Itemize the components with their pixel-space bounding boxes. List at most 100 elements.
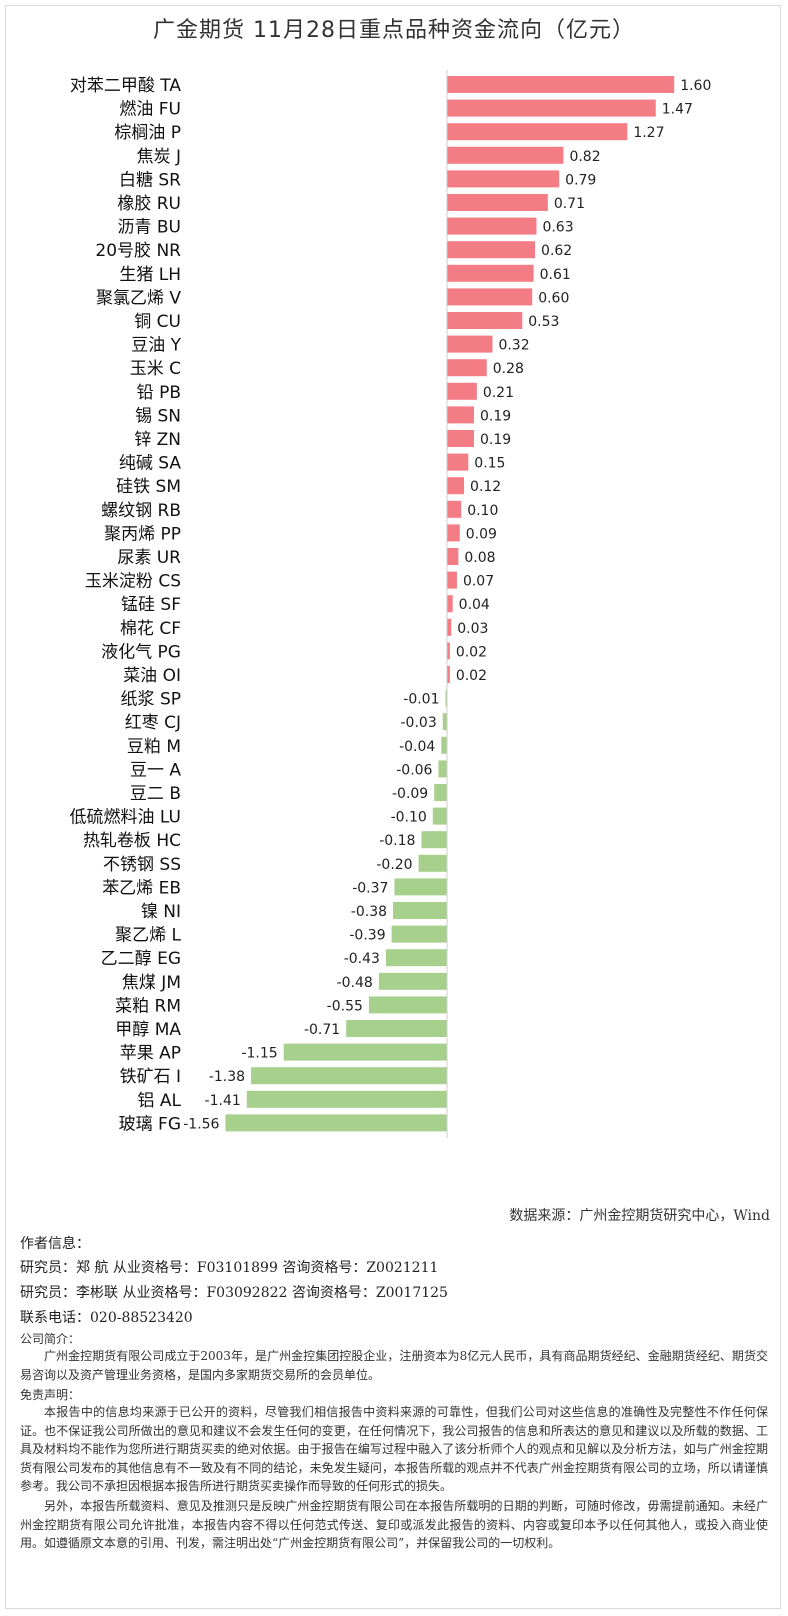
category-label: 乙二醇 EG xyxy=(101,949,181,969)
category-label: 纸浆 SP xyxy=(121,690,181,710)
researcher-1: 研究员：郑 航 从业资格号：F03101899 咨询资格号：Z0021211 xyxy=(20,1260,439,1276)
bar xyxy=(447,524,460,542)
category-label: 玉米淀粉 CS xyxy=(85,572,181,592)
category-label: 纯碱 SA xyxy=(119,454,182,474)
page-frame xyxy=(5,5,781,1609)
category-label: 铅 PB xyxy=(137,383,181,403)
value-label: 1.47 xyxy=(662,102,693,118)
value-label: 0.02 xyxy=(456,644,487,660)
bar xyxy=(447,548,459,565)
disclaimer-heading: 免责声明： xyxy=(20,1388,81,1402)
bar xyxy=(447,595,453,613)
bar xyxy=(346,1020,447,1037)
value-label: -0.10 xyxy=(391,810,427,826)
value-label: 0.71 xyxy=(554,196,585,212)
category-label: 镍 NI xyxy=(141,902,181,922)
bar xyxy=(447,217,537,235)
category-label: 聚氯乙烯 V xyxy=(96,288,181,308)
bar xyxy=(447,335,493,353)
value-label: 0.19 xyxy=(480,408,511,424)
category-label: 豆粕 M xyxy=(127,737,181,757)
category-label: 锡 SN xyxy=(135,406,181,426)
value-label: -0.48 xyxy=(337,975,373,991)
value-label: 0.04 xyxy=(459,597,490,613)
value-label: -0.39 xyxy=(349,928,385,944)
category-label: 苯乙烯 EB xyxy=(102,878,181,898)
bar xyxy=(447,359,487,377)
bar xyxy=(251,1067,447,1085)
value-label: 0.61 xyxy=(540,267,571,283)
value-label: -0.71 xyxy=(304,1022,340,1038)
value-label: 0.21 xyxy=(483,385,514,401)
value-label: 0.53 xyxy=(528,314,559,330)
bar xyxy=(368,996,447,1014)
bar xyxy=(418,854,447,872)
bar xyxy=(447,500,462,518)
value-label: -1.56 xyxy=(183,1116,219,1132)
bar xyxy=(378,972,447,990)
category-label: 不锈钢 SS xyxy=(103,855,181,875)
category-label: 硅铁 SM xyxy=(116,477,181,497)
author-heading: 作者信息： xyxy=(20,1236,90,1252)
category-label: 棉花 CF xyxy=(120,619,181,639)
category-label: 豆二 B xyxy=(130,784,181,804)
value-label: 0.15 xyxy=(474,456,505,472)
company-intro: 广州金控期货有限公司成立于2003年，是广州金控集团控股企业，注册资本为8亿元人… xyxy=(20,1349,768,1382)
category-label: 铜 CU xyxy=(134,312,181,332)
contact-phone: 联系电话：020-88523420 xyxy=(20,1310,193,1326)
bar xyxy=(441,736,447,754)
value-label: -0.01 xyxy=(403,692,439,708)
value-label: -0.43 xyxy=(344,951,380,967)
value-label: 0.62 xyxy=(541,243,572,259)
category-label: 铁矿石 I xyxy=(120,1067,181,1087)
bar xyxy=(385,949,447,967)
category-label: 豆油 Y xyxy=(131,336,181,356)
value-label: 0.12 xyxy=(470,479,501,495)
bar xyxy=(447,642,450,660)
category-label: 液化气 PG xyxy=(101,642,181,662)
category-label: 燃油 FU xyxy=(119,100,181,120)
category-label: 锰硅 SF xyxy=(121,595,181,615)
researcher-2: 研究员：李彬联 从业资格号：F03092822 咨询资格号：Z0017125 xyxy=(20,1285,448,1301)
category-label: 焦煤 JM xyxy=(122,973,181,993)
bar xyxy=(447,477,465,495)
category-label: 甲醇 MA xyxy=(115,1020,181,1040)
value-label: 0.82 xyxy=(569,149,600,165)
bar xyxy=(283,1043,447,1061)
chart-title: 广金期货 11月28日重点品种资金流向（亿元） xyxy=(153,18,635,43)
category-label: 尿素 UR xyxy=(117,548,181,568)
category-label: 螺纹钢 RB xyxy=(101,501,181,521)
disclaimer-paragraph-1: 本报告中的信息均来源于已公开的资料，尽管我们相信报告中资料来源的可靠性，但我们公… xyxy=(20,1405,768,1493)
value-label: -1.41 xyxy=(205,1093,241,1109)
bar xyxy=(394,878,447,896)
bar xyxy=(447,430,474,447)
value-label: 0.07 xyxy=(463,574,494,590)
category-label: 玻璃 FG xyxy=(119,1114,181,1134)
value-label: 0.09 xyxy=(466,526,497,542)
bar xyxy=(447,571,457,589)
value-label: -0.20 xyxy=(376,857,412,873)
value-label: 0.79 xyxy=(565,172,596,188)
value-label: 1.27 xyxy=(633,125,664,141)
bar xyxy=(393,902,447,919)
value-label: 0.10 xyxy=(467,503,498,519)
bar xyxy=(447,123,628,141)
bar xyxy=(438,760,447,778)
value-label: 0.03 xyxy=(457,621,488,637)
company-heading: 公司简介： xyxy=(20,1332,81,1346)
bar xyxy=(445,689,447,707)
category-label: 沥青 BU xyxy=(117,218,181,238)
bar xyxy=(447,618,452,636)
value-label: -1.15 xyxy=(241,1046,277,1062)
category-label: 菜粕 RM xyxy=(115,996,181,1016)
value-label: 0.32 xyxy=(498,338,529,354)
value-label: -0.38 xyxy=(351,904,387,920)
bar xyxy=(447,241,536,259)
bar xyxy=(447,382,477,400)
category-label: 红枣 CJ xyxy=(125,713,181,733)
value-label: 0.60 xyxy=(538,290,569,306)
value-label: -0.37 xyxy=(352,880,388,896)
category-label: 聚丙烯 PP xyxy=(104,524,181,544)
value-label: 0.28 xyxy=(493,361,524,377)
category-label: 铝 AL xyxy=(137,1091,181,1111)
